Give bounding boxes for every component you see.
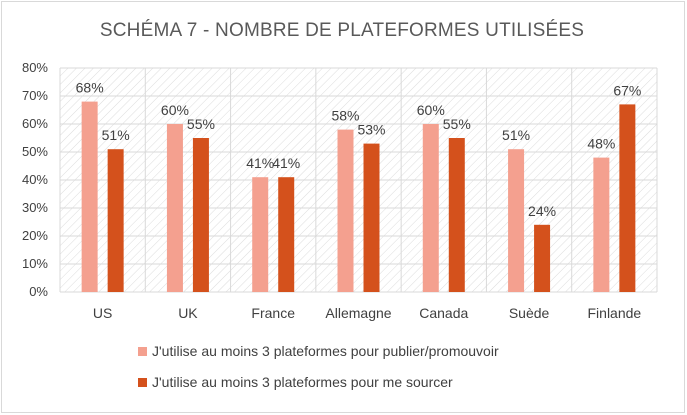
data-label-publish: 48% bbox=[587, 136, 615, 152]
y-tick-label: 20% bbox=[22, 228, 48, 243]
data-label-publish: 41% bbox=[246, 155, 274, 171]
y-tick-label: 50% bbox=[22, 144, 48, 159]
data-label-publish: 51% bbox=[502, 127, 530, 143]
x-tick-label: Finlande bbox=[588, 305, 642, 321]
y-tick-label: 60% bbox=[22, 116, 48, 131]
data-label-publish: 58% bbox=[331, 108, 359, 124]
bar-publish bbox=[508, 149, 525, 292]
bar-source bbox=[363, 143, 380, 292]
x-tick-label: US bbox=[93, 305, 112, 321]
x-tick-label: Allemagne bbox=[325, 305, 391, 321]
data-label-source: 41% bbox=[272, 155, 300, 171]
bar-source bbox=[192, 138, 209, 292]
data-label-source: 55% bbox=[443, 116, 471, 132]
data-label-source: 53% bbox=[357, 122, 385, 138]
y-tick-label: 10% bbox=[22, 256, 48, 271]
data-label-publish: 68% bbox=[76, 80, 104, 96]
data-label-source: 55% bbox=[187, 116, 215, 132]
y-tick-label: 30% bbox=[22, 200, 48, 215]
y-tick-label: 0% bbox=[29, 284, 48, 299]
bar-source bbox=[448, 138, 465, 292]
bar-publish bbox=[166, 124, 183, 292]
x-tick-label: France bbox=[251, 305, 295, 321]
data-label-source: 67% bbox=[613, 82, 641, 98]
data-label-source: 51% bbox=[102, 127, 130, 143]
legend-label-publish: J'utilise au moins 3 plateformes pour pu… bbox=[152, 343, 499, 359]
legend-swatch-source bbox=[138, 378, 147, 387]
bar-publish bbox=[252, 177, 269, 292]
x-tick-label: Canada bbox=[419, 305, 468, 321]
bar-source bbox=[107, 149, 124, 292]
bar-source bbox=[619, 104, 636, 293]
data-label-publish: 60% bbox=[417, 102, 445, 118]
chart-title: SCHÉMA 7 - NOMBRE DE PLATEFORMES UTILISÉ… bbox=[99, 20, 585, 41]
bar-publish bbox=[81, 101, 98, 292]
x-tick-label: Suède bbox=[509, 305, 550, 321]
data-label-publish: 60% bbox=[161, 102, 189, 118]
legend-label-source: J'utilise au moins 3 plateformes pour me… bbox=[152, 374, 453, 390]
legend-item-source: J'utilise au moins 3 plateformes pour me… bbox=[138, 374, 453, 390]
bar-publish bbox=[593, 157, 610, 292]
bar-source bbox=[534, 224, 551, 292]
y-tick-label: 40% bbox=[22, 172, 48, 187]
bar-publish bbox=[422, 124, 439, 292]
bar-publish bbox=[337, 129, 354, 292]
x-tick-label: UK bbox=[178, 305, 198, 321]
legend-swatch-publish bbox=[138, 347, 147, 356]
data-label-source: 24% bbox=[528, 203, 556, 219]
bar-source bbox=[278, 177, 295, 292]
y-tick-label: 70% bbox=[22, 88, 48, 103]
y-tick-label: 80% bbox=[22, 60, 48, 75]
legend-item-publish: J'utilise au moins 3 plateformes pour pu… bbox=[138, 343, 499, 359]
